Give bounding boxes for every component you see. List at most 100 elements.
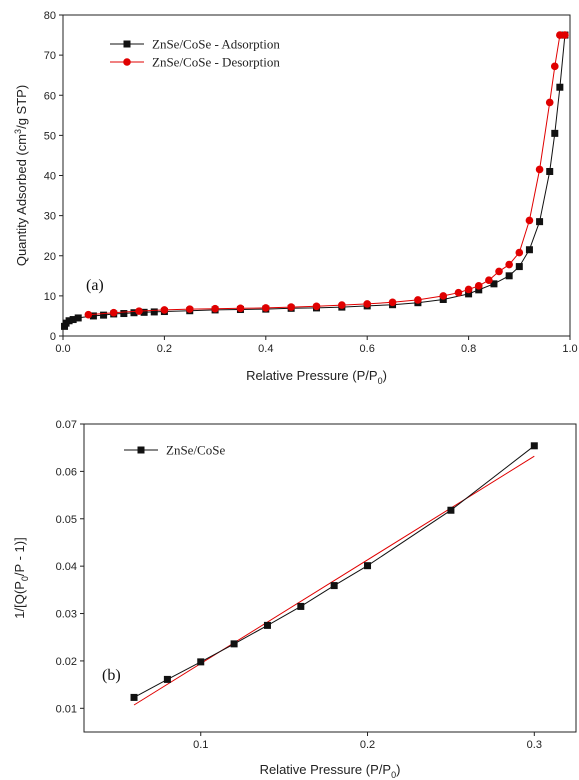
x-axis-title-main: Relative Pressure (P/P bbox=[246, 368, 378, 383]
data-point-1 bbox=[388, 298, 397, 307]
y-tick-label: 0.01 bbox=[56, 703, 77, 715]
legend-label: ZnSe/CoSe bbox=[166, 443, 225, 458]
y-axis-title-end: /g STP) bbox=[14, 85, 29, 129]
series-line-0 bbox=[133, 445, 535, 698]
data-point-1 bbox=[505, 260, 513, 269]
data-point-0 bbox=[163, 675, 171, 683]
x-axis-title-sub: 0 bbox=[378, 376, 383, 386]
y-axis-title-sub: 0 bbox=[20, 576, 30, 581]
y-tick-label: 0.04 bbox=[56, 561, 77, 573]
x-tick-label: 0.8 bbox=[461, 343, 476, 355]
y-tick-label: 70 bbox=[44, 50, 56, 62]
data-point-1 bbox=[262, 304, 270, 312]
y-tick-label: 0.06 bbox=[56, 466, 77, 478]
data-point-0 bbox=[89, 312, 97, 320]
legend-marker bbox=[123, 40, 131, 48]
data-point-1 bbox=[135, 307, 143, 315]
y-tick-label: 0.03 bbox=[56, 609, 77, 621]
data-point-0 bbox=[297, 602, 305, 610]
data-point-0 bbox=[465, 290, 473, 298]
data-point-1 bbox=[561, 31, 569, 39]
x-tick-label: 1.0 bbox=[562, 343, 577, 355]
data-point-1 bbox=[236, 304, 245, 313]
data-point-0 bbox=[140, 308, 148, 316]
data-point-0 bbox=[447, 506, 455, 514]
y-tick-label: 80 bbox=[44, 10, 56, 22]
y-tick-label: 40 bbox=[44, 171, 56, 183]
x-axis-title: Relative Pressure (P/P0) bbox=[260, 762, 401, 780]
data-point-1 bbox=[414, 296, 422, 304]
panel-label: (b) bbox=[102, 667, 121, 684]
y-tick-label: 0 bbox=[50, 331, 56, 343]
y-axis-title-sup: 3 bbox=[13, 129, 23, 134]
data-point-1 bbox=[474, 282, 483, 290]
data-point-0 bbox=[364, 562, 372, 570]
data-point-0 bbox=[120, 310, 128, 318]
data-point-1 bbox=[545, 98, 554, 107]
y-tick-label: 60 bbox=[44, 90, 56, 102]
data-point-1 bbox=[550, 62, 559, 71]
data-point-1 bbox=[464, 285, 473, 294]
data-point-0 bbox=[556, 83, 564, 91]
data-point-1 bbox=[535, 165, 544, 174]
data-point-1 bbox=[185, 305, 194, 313]
y-axis-title: Quantity Adsorbed (cm3/g STP) bbox=[13, 85, 29, 266]
data-point-1 bbox=[495, 267, 503, 276]
y-tick-label: 50 bbox=[44, 130, 56, 142]
data-point-1 bbox=[109, 308, 118, 317]
data-point-0 bbox=[475, 286, 483, 294]
data-point-1 bbox=[363, 300, 372, 308]
plot-frame bbox=[83, 423, 577, 733]
data-point-0 bbox=[330, 582, 338, 590]
data-point-1 bbox=[160, 306, 169, 314]
chart-panel-b: 0.1 0.2 0.3 0.01 0.02 0.03 0.04 0.05 0.06 0.07 Rel… bbox=[12, 419, 577, 780]
data-point-0 bbox=[69, 316, 77, 324]
data-point-0 bbox=[150, 308, 158, 316]
x-tick-label: 0.4 bbox=[258, 343, 273, 355]
legend-label: ZnSe/CoSe - Desorption bbox=[152, 55, 280, 70]
y-axis-title-main: Quantity Adsorbed (cm bbox=[14, 134, 29, 266]
data-point-0 bbox=[536, 218, 544, 226]
data-point-0 bbox=[230, 640, 238, 648]
data-point-1 bbox=[525, 216, 534, 225]
x-tick-label: 0.3 bbox=[527, 739, 542, 751]
y-axis-title-end: /P - 1)] bbox=[12, 537, 27, 576]
x-tick-label: 0.1 bbox=[193, 739, 208, 751]
data-point-0 bbox=[65, 317, 73, 325]
legend-marker bbox=[137, 446, 145, 454]
x-axis-title-sub: 0 bbox=[391, 770, 396, 780]
data-point-1 bbox=[312, 302, 321, 311]
plot-frame bbox=[62, 14, 571, 337]
data-point-0 bbox=[263, 621, 271, 629]
series-line-1 bbox=[88, 34, 565, 316]
data-point-1 bbox=[84, 310, 93, 319]
x-axis-title-end: ) bbox=[383, 368, 387, 383]
y-tick-label: 0.07 bbox=[56, 419, 77, 431]
y-axis-title-main: 1/[Q(P bbox=[12, 581, 27, 619]
data-point-0 bbox=[100, 311, 108, 319]
y-tick-label: 20 bbox=[44, 251, 56, 263]
y-tick-label: 10 bbox=[44, 291, 56, 303]
x-tick-label: 0.0 bbox=[55, 343, 70, 355]
data-point-1 bbox=[485, 276, 493, 285]
data-point-1 bbox=[439, 292, 448, 300]
legend-label: ZnSe/CoSe - Adsorption bbox=[152, 37, 280, 52]
data-point-0 bbox=[74, 314, 82, 322]
data-point-1 bbox=[287, 303, 295, 311]
x-tick-label: 0.6 bbox=[360, 343, 375, 355]
data-point-1 bbox=[515, 248, 524, 257]
data-point-0 bbox=[490, 280, 498, 288]
data-point-1 bbox=[454, 288, 463, 297]
data-point-0 bbox=[130, 309, 138, 317]
chart-panel-a: 0.0 0.2 0.4 0.6 0.8 1.001020304050607080Relat… bbox=[13, 10, 578, 386]
data-point-0 bbox=[515, 263, 523, 271]
legend-marker bbox=[123, 58, 131, 66]
x-axis-title: Relative Pressure (P/P0) bbox=[246, 368, 387, 386]
data-point-0 bbox=[525, 246, 533, 254]
panel-label: (a) bbox=[86, 277, 104, 294]
data-point-0 bbox=[197, 658, 205, 666]
data-point-1 bbox=[211, 304, 219, 313]
x-axis-title-main: Relative Pressure (P/P bbox=[260, 762, 392, 777]
data-point-0 bbox=[530, 442, 538, 450]
